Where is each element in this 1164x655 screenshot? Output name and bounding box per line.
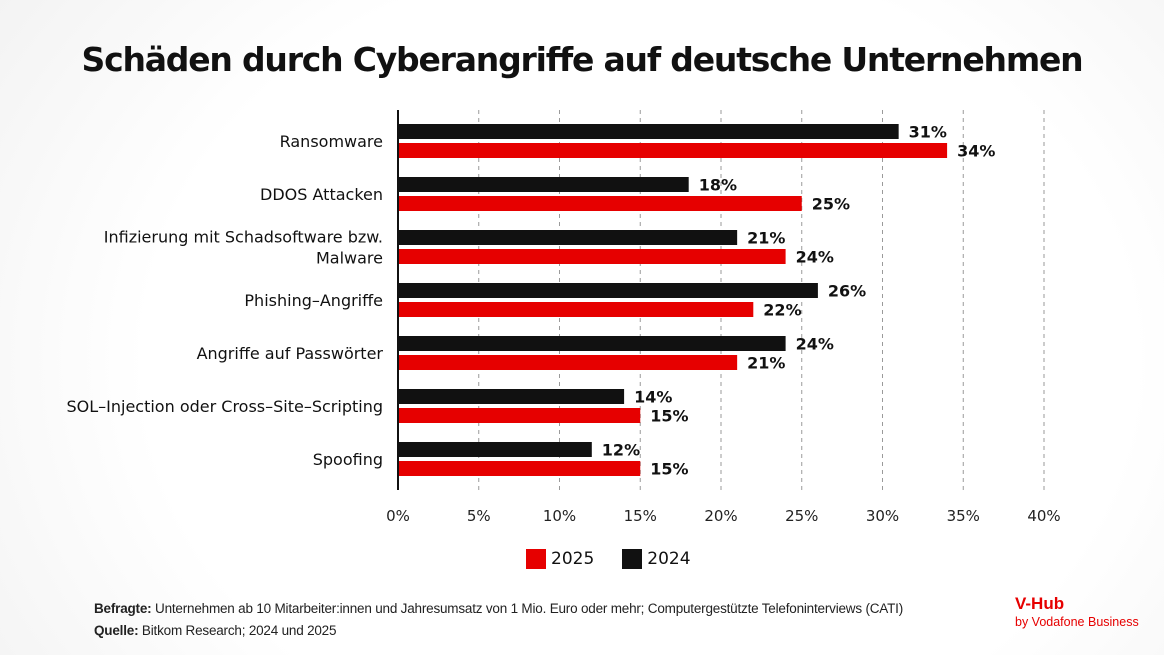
value-label-2025: 34% <box>957 142 995 161</box>
category-label: Ransomware <box>280 132 383 151</box>
value-label-2024: 21% <box>747 229 785 248</box>
category-label: SOL–Injection oder Cross–Site–Scripting <box>66 397 383 416</box>
value-label-2025: 24% <box>796 248 834 267</box>
bar-2024 <box>398 336 786 351</box>
x-tick-label: 25% <box>785 507 818 525</box>
x-tick-label: 30% <box>866 507 899 525</box>
bar-2025 <box>398 355 738 370</box>
x-tick-label: 5% <box>467 507 491 525</box>
bar-2024 <box>398 124 899 139</box>
legend: 2025 2024 <box>526 549 719 569</box>
chart-title: Schäden durch Cyberangriffe auf deutsche… <box>81 40 1084 79</box>
category-label: Phishing–Angriffe <box>244 291 383 310</box>
x-tick-label: 10% <box>543 507 576 525</box>
legend-item-2024: 2024 <box>622 549 691 569</box>
category-labels: Ransomware DDOS Attacken Infizierung mit S… <box>66 132 383 469</box>
category-label: DDOS Attacken <box>260 185 383 204</box>
x-tick-label: 35% <box>947 507 980 525</box>
bar-2025 <box>398 302 754 317</box>
value-label-2024: 24% <box>796 335 834 354</box>
value-label-2025: 22% <box>763 301 801 320</box>
value-label-2024: 12% <box>602 441 640 460</box>
value-label-2024: 31% <box>909 123 947 142</box>
bar-2025 <box>398 196 802 211</box>
source-note: Quelle: Bitkom Research; 2024 und 2025 <box>94 620 903 642</box>
bar-2025 <box>398 408 641 423</box>
bar-2024 <box>398 230 738 245</box>
bar-2025 <box>398 249 786 264</box>
legend-label-2025: 2025 <box>551 549 595 569</box>
respondents-label: Befragte: <box>94 601 152 616</box>
bar-2024 <box>398 442 592 457</box>
brand-subtitle: by Vodafone Business <box>1015 615 1139 629</box>
category-label: Spoofing <box>313 450 383 469</box>
bar-2025 <box>398 461 641 476</box>
bars <box>398 124 948 476</box>
value-labels: 31%34%18%25%21%24%26%22%24%21%14%15%12%1… <box>602 123 996 479</box>
footnote: Befragte: Unternehmen ab 10 Mitarbeiter:… <box>94 598 903 642</box>
x-tick-label: 15% <box>624 507 657 525</box>
x-tick-label: 0% <box>386 507 410 525</box>
bar-2024 <box>398 389 625 404</box>
legend-item-2025: 2025 <box>526 549 594 569</box>
value-label-2024: 26% <box>828 282 866 301</box>
brand-logo: V-Hub by Vodafone Business <box>1015 594 1139 630</box>
bar-2025 <box>398 143 948 158</box>
category-label: Infizierung mit Schadsoftware bzw. <box>104 228 383 247</box>
legend-swatch-2024 <box>622 549 643 569</box>
value-label-2025: 15% <box>650 407 688 426</box>
value-label-2025: 15% <box>650 460 688 479</box>
category-label: Malware <box>316 249 383 268</box>
x-tick-label: 20% <box>704 507 737 525</box>
category-label: Angriffe auf Passwörter <box>197 344 384 363</box>
respondents-text: Unternehmen ab 10 Mitarbeiter:innen und … <box>151 601 903 616</box>
legend-swatch-2025 <box>526 549 546 569</box>
value-label-2025: 21% <box>747 354 785 373</box>
source-label: Quelle: <box>94 623 139 638</box>
value-label-2025: 25% <box>812 195 850 214</box>
value-label-2024: 18% <box>699 176 737 195</box>
respondents-note: Befragte: Unternehmen ab 10 Mitarbeiter:… <box>94 598 903 620</box>
x-tick-label: 40% <box>1027 507 1060 525</box>
bar-2024 <box>398 177 689 192</box>
gridlines <box>478 110 1045 490</box>
x-axis-ticks: 0% 5% 10% 15% 20% 25% 30% 35% 40% <box>386 507 1061 525</box>
legend-label-2024: 2024 <box>647 549 691 569</box>
source-text: Bitkom Research; 2024 und 2025 <box>138 623 337 638</box>
brand-name: V-Hub <box>1015 594 1065 613</box>
value-label-2024: 14% <box>634 388 672 407</box>
bar-2024 <box>398 283 818 298</box>
